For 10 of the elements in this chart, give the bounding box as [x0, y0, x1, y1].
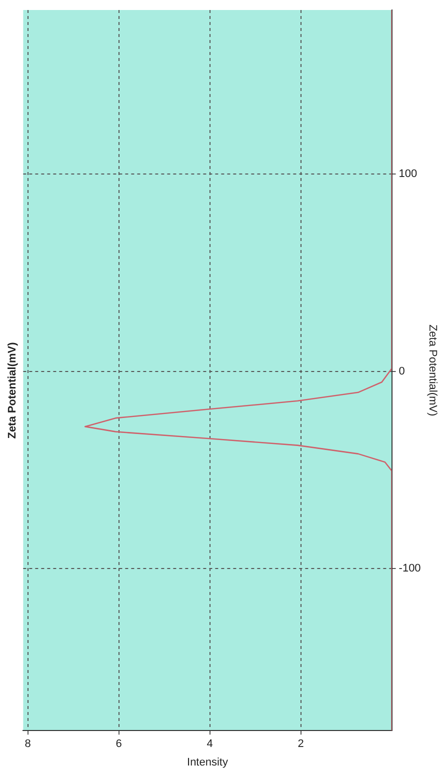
x-tick-label: 4: [206, 738, 213, 750]
x-tick-label: 2: [298, 738, 304, 750]
y-tick-label: -100: [398, 562, 421, 575]
x-tick-label: 8: [24, 738, 31, 750]
y-axis-title: Zeta Potential(mV): [426, 324, 438, 416]
x-axis-title: Intensity: [187, 756, 228, 768]
x-tick-label: 6: [116, 738, 122, 750]
y-tick-label: 100: [398, 168, 418, 180]
text: Zeta Potential(mV): [6, 342, 19, 439]
y-tick-label: 0: [398, 365, 405, 378]
